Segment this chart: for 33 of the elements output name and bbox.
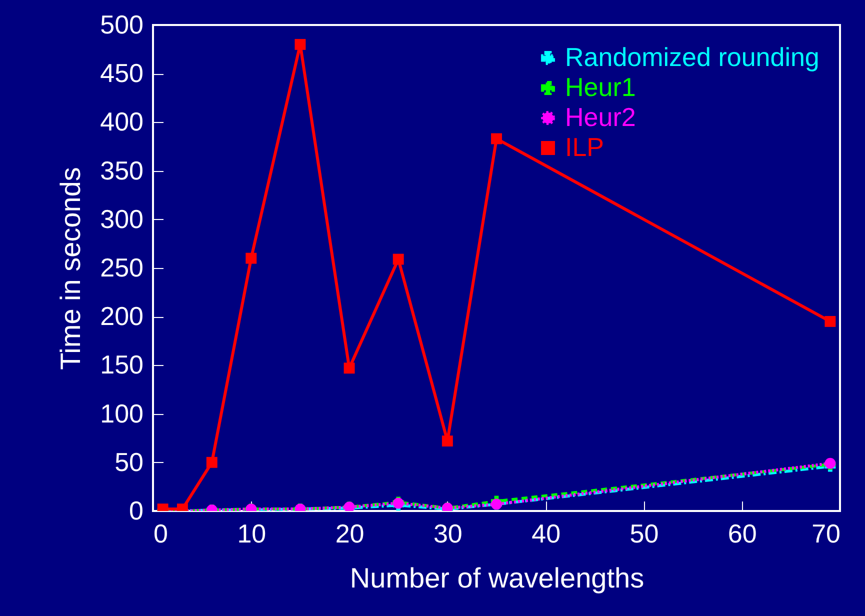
point <box>294 38 306 50</box>
y-tick-label: 300 <box>100 204 144 234</box>
x-axis-title: Number of wavelengths <box>350 562 644 594</box>
x-tick-label: 10 <box>237 518 266 548</box>
legend-label: Randomized rounding <box>565 42 820 72</box>
x-tick-label: 60 <box>728 518 757 548</box>
point <box>824 316 836 327</box>
y-tick-label: 100 <box>100 398 144 428</box>
y-axis-title: Time in seconds <box>55 167 86 370</box>
y-tick-label: 150 <box>100 350 144 380</box>
x-tick-label: 40 <box>532 518 561 548</box>
point <box>392 254 404 265</box>
x-tick-label: 50 <box>630 518 659 548</box>
y-tick-label: 250 <box>100 252 144 282</box>
legend-label: Heur2 <box>565 102 636 132</box>
point <box>206 456 218 468</box>
legend-label: Heur1 <box>565 72 636 102</box>
point <box>246 252 257 264</box>
x-tick-label: 30 <box>433 518 462 548</box>
y-tick-label: 450 <box>100 58 144 88</box>
y-tick-label: 50 <box>114 446 144 477</box>
x-tick-label: 20 <box>335 518 364 548</box>
point <box>491 133 502 144</box>
point <box>344 362 355 374</box>
y-tick-label: 500 <box>100 10 144 40</box>
x-tick-label: 0 <box>154 518 168 548</box>
y-tick-label: 0 <box>129 496 144 526</box>
x-tick-label: 70 <box>812 518 840 548</box>
legend-label: ILP <box>565 132 604 162</box>
point <box>442 436 453 446</box>
y-tick-label: 200 <box>100 301 144 332</box>
y-tick-label: 350 <box>100 155 144 186</box>
y-tick-label: 400 <box>100 106 144 137</box>
